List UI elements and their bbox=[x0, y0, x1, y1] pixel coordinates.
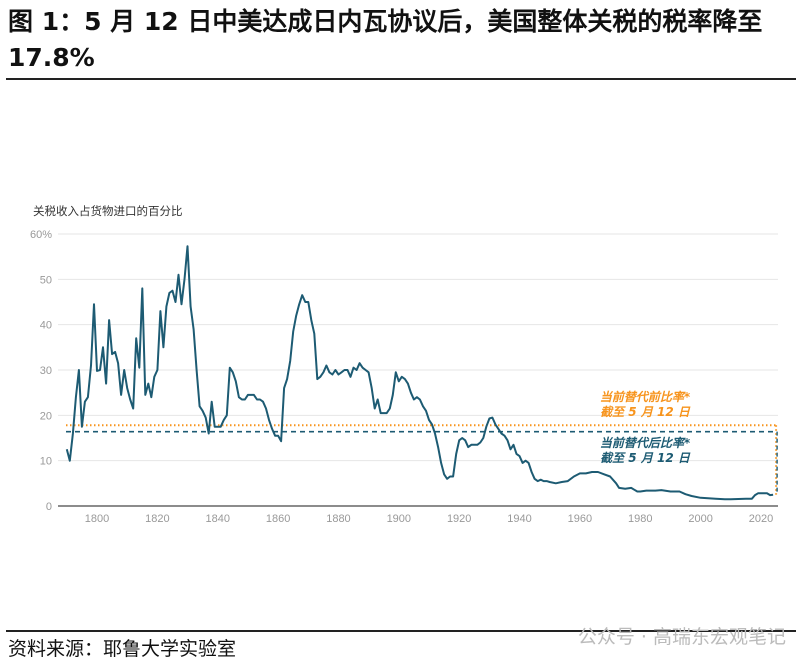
y-tick-label: 0 bbox=[46, 501, 52, 513]
y-tick-label: 20 bbox=[40, 410, 52, 422]
tariff-line-chart: 关税收入占货物进口的百分比 0 10 20 30 40 50 60% 1800 1820 1840… bbox=[30, 204, 778, 525]
x-tick-label: 1940 bbox=[507, 513, 531, 525]
x-tick-label: 2020 bbox=[749, 513, 773, 525]
x-tick-label: 1840 bbox=[205, 513, 229, 525]
pre-rate-date: 截至 5 月 12 日 bbox=[600, 405, 691, 419]
x-tick-label: 1800 bbox=[85, 513, 109, 525]
x-tick-label: 1980 bbox=[628, 513, 652, 525]
x-tick-label: 1900 bbox=[387, 513, 411, 525]
y-tick-label: 60% bbox=[30, 229, 52, 241]
x-tick-label: 2000 bbox=[688, 513, 712, 525]
y-tick-label: 50 bbox=[40, 274, 52, 286]
tariff-rate-series-line bbox=[65, 245, 774, 501]
source-note: 资料来源：耶鲁大学实验室 bbox=[8, 638, 237, 660]
pre-rate-label: 当前替代前比率* bbox=[600, 390, 691, 404]
figure-title: 图 1：5 月 12 日中美达成日内瓦协议后，美国整体关税的税率降至 17.8% bbox=[8, 7, 763, 72]
post-rate-date: 截至 5 月 12 日 bbox=[600, 451, 691, 465]
x-tick-label: 1820 bbox=[145, 513, 169, 525]
x-tick-label: 1920 bbox=[447, 513, 471, 525]
y-tick-label: 30 bbox=[40, 365, 52, 377]
y-tick-label: 40 bbox=[40, 320, 52, 332]
footer-divider bbox=[6, 630, 796, 632]
watermark: 公众号 · 高瑞东宏观笔记 bbox=[577, 626, 786, 648]
y-tick-label: 10 bbox=[40, 456, 52, 468]
title-divider bbox=[6, 78, 796, 80]
x-tick-label: 1960 bbox=[568, 513, 592, 525]
x-tick-label: 1860 bbox=[266, 513, 290, 525]
post-rate-label: 当前替代后比率* bbox=[600, 436, 691, 450]
x-tick-label: 1880 bbox=[326, 513, 350, 525]
y-axis-title: 关税收入占货物进口的百分比 bbox=[33, 204, 183, 218]
